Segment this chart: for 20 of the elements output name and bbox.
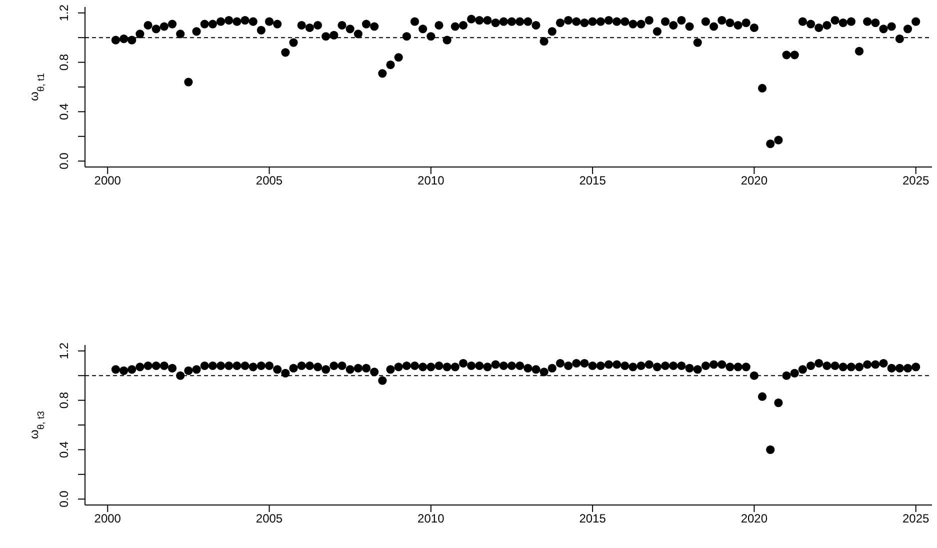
- x-tick-label: 2015: [579, 512, 606, 526]
- x-tick-label: 2015: [579, 174, 606, 188]
- y-tick-label: 0.8: [57, 54, 71, 71]
- y-tick-label: 1.2: [57, 4, 71, 22]
- y-tick-label: 0.0: [57, 152, 71, 170]
- x-tick-label: 2020: [740, 174, 768, 188]
- x-tick-label: 2000: [94, 512, 122, 526]
- y-tick-label: 1.2: [57, 342, 71, 360]
- x-tick-label: 2010: [418, 174, 445, 188]
- x-tick-label: 2025: [902, 174, 930, 188]
- y-tick-label: 0.4: [57, 103, 71, 120]
- x-tick-label: 2025: [902, 512, 930, 526]
- x-tick-label: 2005: [256, 174, 283, 188]
- x-tick-label: 2010: [418, 512, 445, 526]
- x-tick-label: 2000: [94, 174, 122, 188]
- x-tick-label: 2020: [740, 512, 768, 526]
- y-tick-label: 0.4: [57, 441, 71, 458]
- y-tick-label: 0.0: [57, 490, 71, 508]
- y-tick-label: 0.8: [57, 392, 71, 409]
- x-tick-label: 2005: [256, 512, 283, 526]
